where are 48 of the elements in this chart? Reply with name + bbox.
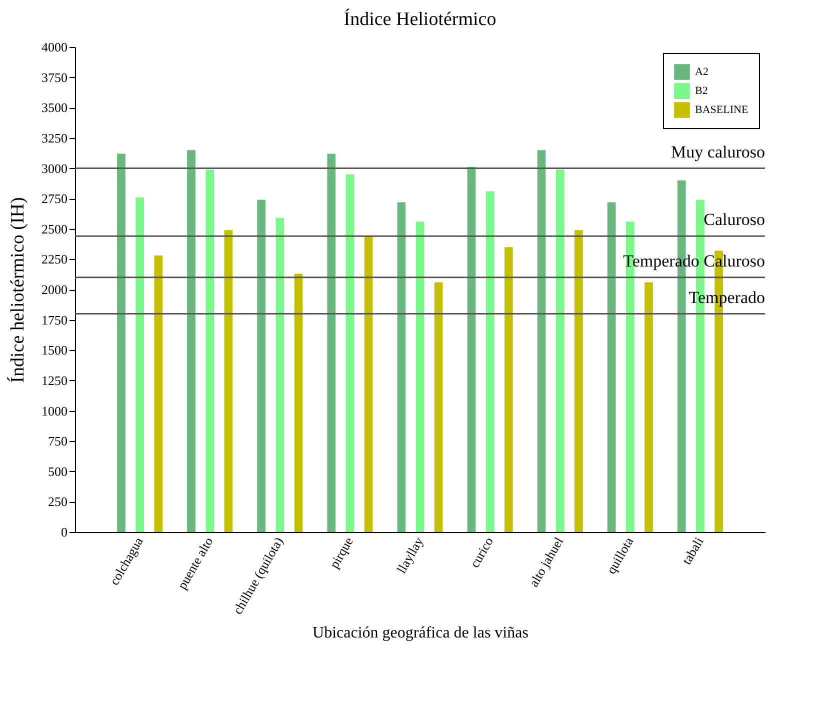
- bar: [117, 154, 126, 532]
- bar: [187, 150, 196, 532]
- y-tick-label: 750: [48, 434, 68, 449]
- y-tick-label: 1250: [42, 372, 68, 388]
- bar: [644, 282, 653, 532]
- bar: [257, 200, 266, 532]
- bar: [486, 191, 494, 532]
- bar: [136, 197, 144, 532]
- bar: [556, 169, 564, 532]
- bar: [607, 202, 616, 532]
- y-tick-label: 2000: [42, 282, 68, 297]
- bar: [224, 230, 233, 532]
- y-tick-label: 1500: [42, 342, 68, 358]
- y-tick-label: 500: [48, 464, 68, 479]
- bar: [504, 247, 513, 532]
- chart-title: Índice Heliotérmico: [344, 8, 496, 30]
- bar: [154, 256, 163, 532]
- y-tick-label: 2750: [42, 191, 68, 206]
- legend-label: BASELINE: [695, 104, 748, 116]
- y-tick-label: 3500: [42, 100, 68, 116]
- y-tick-label: 250: [48, 494, 68, 510]
- y-axis-title: Índice heliotérmico (IH): [6, 197, 28, 383]
- y-tick-label: 3750: [42, 70, 68, 85]
- bar: [346, 174, 354, 532]
- bar: [327, 154, 336, 532]
- y-tick-label: 4000: [42, 40, 68, 54]
- bar: [364, 236, 373, 532]
- ref-line-label: Muy caluroso: [671, 142, 765, 162]
- bar: [574, 230, 583, 532]
- bar: [537, 150, 546, 532]
- y-tick-label: 3250: [42, 130, 68, 146]
- legend-label: A2: [695, 66, 708, 78]
- bar: [397, 202, 406, 532]
- bar: [276, 218, 284, 532]
- bar: [434, 282, 443, 532]
- bar: [206, 169, 214, 532]
- y-tick-label: 1000: [42, 403, 68, 418]
- y-tick-label: 3000: [42, 160, 68, 176]
- y-tick-label: 2500: [42, 221, 68, 236]
- x-axis-title: Ubicación geográfica de las viñas: [312, 624, 528, 642]
- legend-label: B2: [695, 85, 708, 97]
- bar: [416, 222, 424, 532]
- bar: [467, 167, 476, 532]
- y-tick-label: 2250: [42, 252, 68, 267]
- ref-line-label: Caluroso: [704, 210, 765, 230]
- y-tick-label: 1750: [42, 312, 68, 328]
- y-tick-label: 0: [61, 524, 68, 540]
- bar: [294, 274, 303, 532]
